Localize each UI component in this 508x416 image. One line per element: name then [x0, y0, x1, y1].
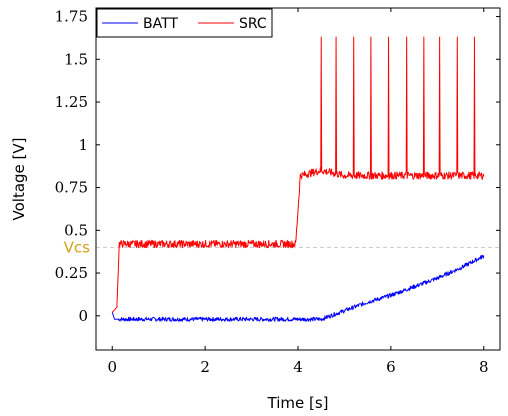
x-tick-label: 6 — [386, 358, 396, 376]
x-tick-label: 8 — [479, 358, 489, 376]
y-axis-title: Voltage [V] — [10, 138, 28, 221]
y-tick-label: 1.5 — [64, 50, 88, 68]
legend-label-batt: BATT — [143, 16, 178, 32]
y-tick-label: 1 — [78, 136, 88, 154]
y-tick-label: 0.75 — [55, 179, 88, 197]
series-line-batt — [111, 254, 485, 322]
series-line-src — [111, 36, 485, 313]
x-axis-title: Time [s] — [267, 394, 329, 412]
series-batt — [111, 254, 485, 322]
y-tick-label: 1.25 — [55, 93, 88, 111]
y-tick-label: 0.25 — [55, 264, 88, 282]
x-tick-label: 2 — [200, 358, 210, 376]
y-tick-label: 0.5 — [64, 221, 88, 239]
ref-line-label: Vcs — [64, 238, 91, 256]
legend: BATT SRC — [96, 8, 273, 38]
y-tick-label: 1.75 — [55, 8, 88, 26]
x-tick-label: 4 — [293, 358, 303, 376]
legend-label-src: SRC — [239, 16, 267, 32]
series-src — [111, 36, 485, 313]
plot-layer — [96, 36, 500, 322]
x-tick-label: 0 — [107, 358, 117, 376]
y-axis: 0 0.25 0.5 0.75 1 1.25 1.5 1.75 — [55, 8, 500, 325]
y-tick-label: 0 — [78, 307, 88, 325]
